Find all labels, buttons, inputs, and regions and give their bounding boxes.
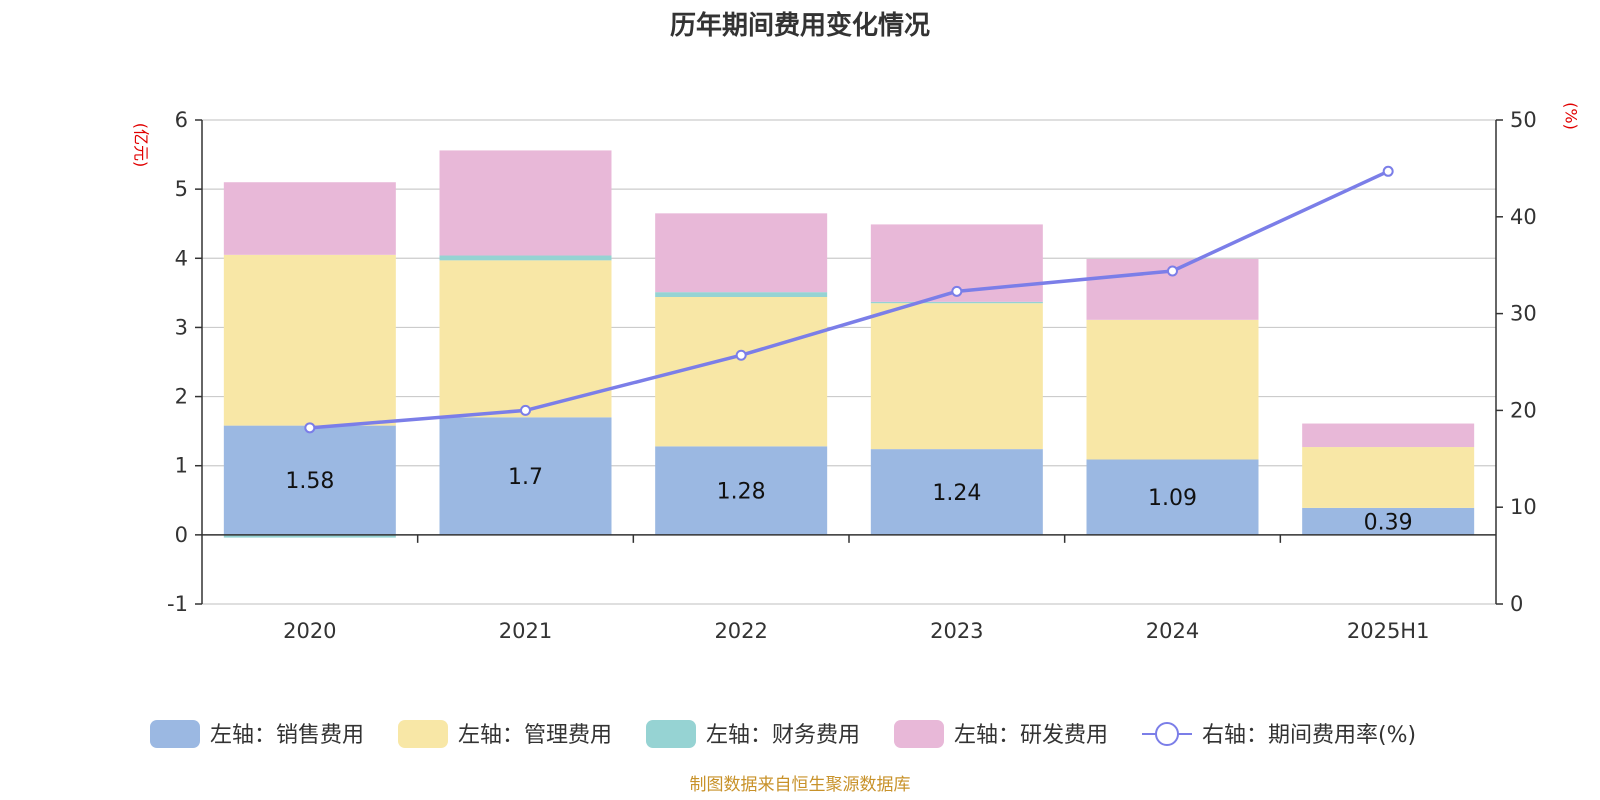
bar-data-label: 1.58 [285, 469, 334, 494]
left-tick-label: 2 [175, 385, 188, 409]
bar-data-label: 1.7 [508, 465, 543, 490]
legend-label: 左轴：研发费用 [954, 723, 1108, 748]
rate-point [520, 404, 531, 416]
bar-segment [870, 449, 1043, 535]
bar-segment [223, 182, 396, 255]
axes: -1 0 1 2 3 4 5 6 0 10 20 30 40 50 2020 2021 2022 2023 2024… [167, 108, 1537, 643]
bar-segment [655, 292, 828, 298]
gridlines [202, 119, 1496, 605]
bar-segment [1086, 459, 1259, 535]
bar-segment [870, 301, 1043, 304]
x-tick-label: 2020 [283, 619, 336, 643]
bar-data-label: 1.24 [932, 481, 981, 506]
bar-segment [439, 260, 612, 418]
x-tick-label: 2021 [499, 619, 552, 643]
legend-label: 右轴：期间费用率(%) [1202, 723, 1416, 748]
right-tick-label: 50 [1510, 108, 1537, 132]
left-tick-label: 3 [175, 315, 188, 339]
x-tick-label: 2023 [930, 619, 983, 643]
bar-segment [1302, 423, 1475, 448]
right-tick-label: 40 [1510, 205, 1537, 229]
rate-point [1167, 265, 1178, 277]
legend-swatch [894, 720, 944, 748]
legend-marker [1155, 722, 1179, 746]
right-axis-unit: (%) [1562, 102, 1581, 130]
right-tick-label: 0 [1510, 592, 1523, 616]
bars [223, 150, 1475, 538]
x-tick-label: 2024 [1146, 619, 1199, 643]
right-tick-label: 10 [1510, 495, 1537, 519]
bar-segment [439, 150, 612, 256]
rate-point [735, 349, 747, 361]
legend-swatch [150, 720, 200, 748]
left-tick-label: 1 [175, 454, 188, 478]
legend: 左轴：销售费用 左轴：管理费用 左轴：财务费用 左轴：研发费用 右轴：期间费用率(%) [150, 720, 1416, 748]
bar-segment [655, 213, 828, 293]
chart-title: 历年期间费用变化情况 [670, 10, 930, 41]
rate-point [1382, 165, 1394, 177]
left-tick-label: 5 [175, 177, 188, 201]
left-tick-label: 0 [175, 523, 188, 547]
rate-point [304, 422, 316, 434]
bar-segment [223, 254, 396, 426]
bar-segment [223, 425, 396, 535]
bar-segment [870, 303, 1043, 450]
source-note: 制图数据来自恒生聚源数据库 [690, 775, 911, 795]
legend-swatch [398, 720, 448, 748]
left-axis-unit: (亿元) [132, 123, 151, 168]
rate-point [951, 285, 963, 297]
rate-line [304, 165, 1394, 434]
rate-line-path [309, 169, 1389, 430]
bar-segment [439, 255, 612, 261]
bar-segment [1086, 319, 1259, 460]
legend-swatch [646, 720, 696, 748]
bar-data-label: 0.39 [1364, 510, 1413, 535]
x-tick-label: 2025H1 [1347, 619, 1430, 643]
legend-label: 左轴：管理费用 [458, 723, 612, 748]
left-tick-label: -1 [167, 592, 188, 616]
bar-data-label: 1.28 [717, 480, 766, 505]
right-tick-label: 30 [1510, 302, 1537, 326]
right-tick-label: 20 [1510, 398, 1537, 422]
bar-segment [655, 446, 828, 535]
data-labels: 1.58 1.7 1.28 1.24 1.09 0.39 [285, 465, 1412, 535]
x-tick-label: 2022 [714, 619, 767, 643]
bar-segment [439, 417, 612, 535]
bar-segment [1302, 447, 1475, 508]
bar-data-label: 1.09 [1148, 486, 1197, 511]
left-tick-label: 4 [175, 246, 188, 270]
left-tick-label: 6 [175, 108, 188, 132]
bar-segment [1302, 507, 1475, 535]
legend-label: 左轴：销售费用 [210, 723, 364, 748]
legend-label: 左轴：财务费用 [706, 723, 860, 748]
bar-segment [223, 534, 396, 538]
